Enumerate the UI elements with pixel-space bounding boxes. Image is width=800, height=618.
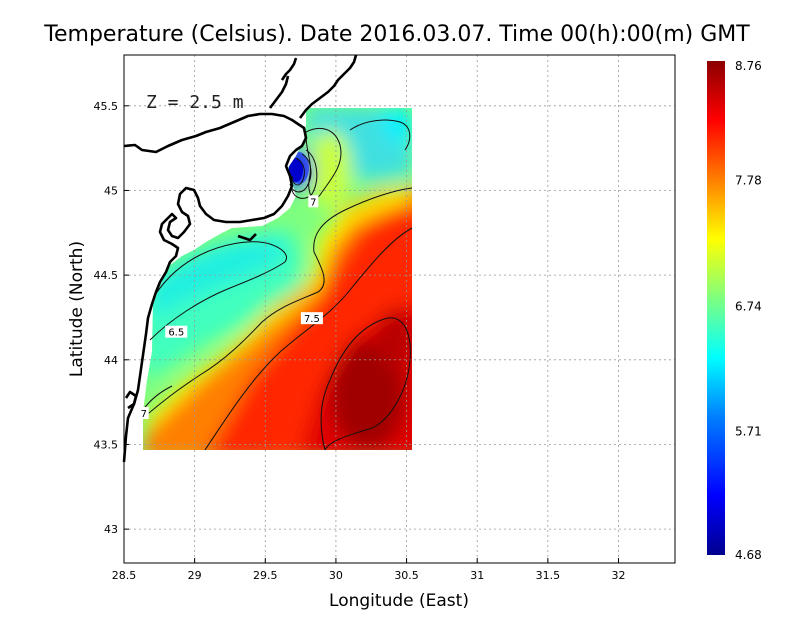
x-tick-label: 32	[611, 569, 625, 582]
plot-frame	[123, 54, 676, 564]
x-tick-label: 29.5	[253, 569, 278, 582]
y-tick-label: 43.5	[94, 438, 119, 451]
contour-label: 7	[310, 197, 316, 208]
colorbar-tick-label: 5.71	[735, 424, 762, 438]
x-tick-label: 28.5	[112, 569, 137, 582]
colorbar-tick-label: 8.76	[735, 59, 762, 73]
y-tick-label: 45.5	[94, 100, 119, 113]
contour-label-bg	[300, 312, 323, 325]
y-tick-label: 44	[104, 354, 118, 367]
colorbar-tick-label: 7.78	[735, 174, 762, 188]
y-axis-label: Latitude (North)	[67, 241, 87, 377]
coastline	[122, 54, 358, 463]
x-tick-label: 31	[470, 569, 484, 582]
y-tick-labels: 43 43.5 44 44.5 45 45.5	[94, 100, 129, 536]
contour-label: 6.5	[168, 328, 184, 339]
contour-labels: 7 7.5 6.5 7	[138, 195, 323, 420]
grid-lines	[124, 55, 675, 563]
contour-label-bg	[165, 325, 188, 338]
contour-label-bg	[138, 406, 149, 419]
contour-label-bg	[308, 195, 319, 208]
contour-label: 7	[141, 409, 147, 420]
x-tick-label: 31.5	[536, 569, 561, 582]
contour-label: 7.5	[304, 314, 320, 325]
y-tick-label: 45	[104, 184, 118, 197]
colorbar-tick-label: 4.68	[735, 548, 762, 562]
colorbar-tick-label: 6.74	[735, 300, 762, 314]
depth-annotation: Z = 2.5 m	[146, 92, 244, 113]
contour-lines	[142, 119, 413, 451]
x-axis-label: Longitude (East)	[329, 591, 469, 611]
x-tick-label: 30.5	[394, 569, 419, 582]
colorbar-gradient	[707, 61, 725, 555]
x-tick-labels: 28.5 29 29.5 30 30.5 31 31.5 32	[112, 558, 625, 582]
chart-title: Temperature (Celsius). Date 2016.03.07. …	[43, 22, 750, 47]
x-tick-label: 30	[329, 569, 343, 582]
y-tick-label: 44.5	[94, 269, 119, 282]
y-tick-label: 43	[104, 523, 118, 536]
x-tick-label: 29	[188, 569, 202, 582]
colorbar: 8.76 7.78 6.74 5.71 4.68	[707, 59, 762, 562]
